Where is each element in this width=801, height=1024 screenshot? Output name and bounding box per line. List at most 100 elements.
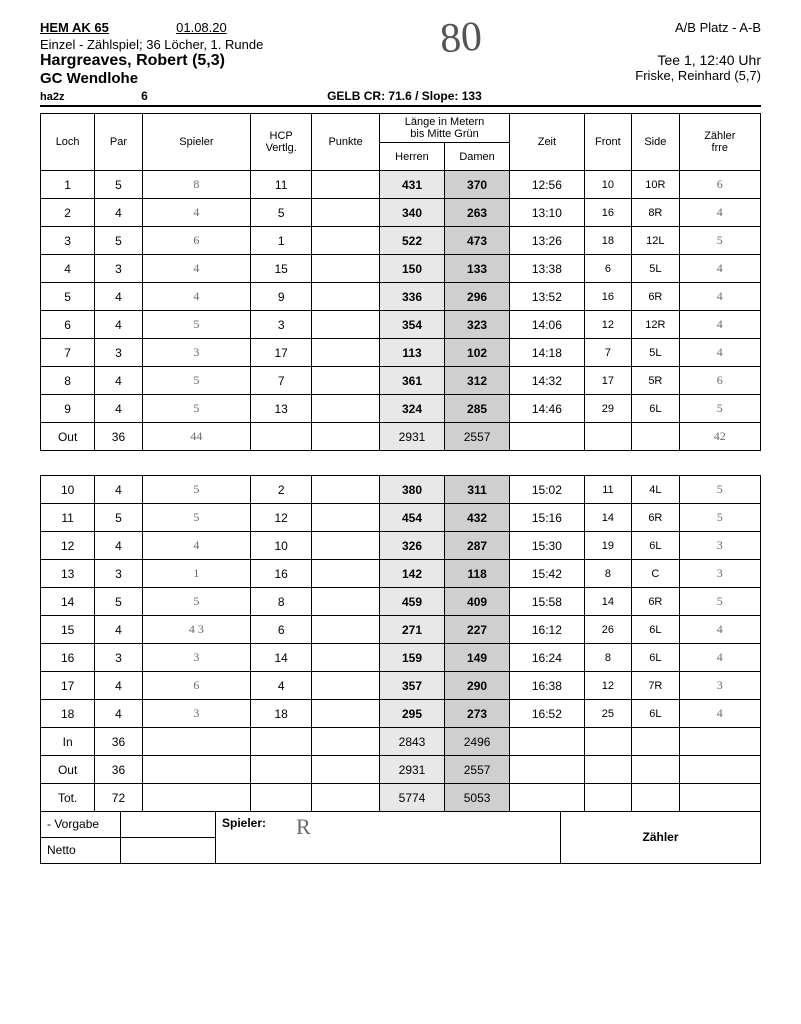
cell-loch: 18 xyxy=(41,700,95,728)
cell-spieler: 4 3 xyxy=(142,616,250,644)
cell-front: 12 xyxy=(584,672,631,700)
cell-punkte xyxy=(312,395,380,423)
cell-punkte xyxy=(312,367,380,395)
cell-damen: 409 xyxy=(445,588,510,616)
summary-spieler xyxy=(142,756,250,784)
cell-par: 3 xyxy=(95,255,142,283)
cell-damen: 263 xyxy=(445,199,510,227)
cell-par: 4 xyxy=(95,283,142,311)
cell-punkte xyxy=(312,339,380,367)
cell-spieler: 5 xyxy=(142,395,250,423)
cell-zahler: 3 xyxy=(679,672,760,700)
summary-herren: 2931 xyxy=(379,423,444,451)
cell-damen: 118 xyxy=(445,560,510,588)
club-name: GC Wendlohe xyxy=(40,70,561,87)
cell-zahler: 3 xyxy=(679,532,760,560)
table-row: 17 4 6 4 357 290 16:38 12 7R 3 xyxy=(41,672,761,700)
cell-zahler: 4 xyxy=(679,255,760,283)
cell-par: 5 xyxy=(95,227,142,255)
cell-side: 10R xyxy=(632,171,679,199)
cell-zeit: 15:16 xyxy=(510,504,585,532)
tee-time: Tee 1, 12:40 Uhr xyxy=(561,52,761,68)
table-row: 11 5 5 12 454 432 15:16 14 6R 5 xyxy=(41,504,761,532)
cell-spieler: 3 xyxy=(142,700,250,728)
vorgabe-label: - Vorgabe xyxy=(41,811,121,837)
cell-hcp: 10 xyxy=(251,532,312,560)
cell-front: 17 xyxy=(584,367,631,395)
cell-hcp: 4 xyxy=(251,672,312,700)
cell-spieler: 3 xyxy=(142,644,250,672)
cell-hcp: 7 xyxy=(251,367,312,395)
cell-hcp: 14 xyxy=(251,644,312,672)
cell-par: 4 xyxy=(95,616,142,644)
cell-punkte xyxy=(312,616,380,644)
marker-name: Friske, Reinhard (5,7) xyxy=(561,68,761,83)
cell-zeit: 12:56 xyxy=(510,171,585,199)
summary-spieler xyxy=(142,784,250,812)
course-label: A/B Platz - A-B xyxy=(675,20,761,35)
cell-front: 8 xyxy=(584,560,631,588)
cell-herren: 380 xyxy=(379,476,444,504)
cell-herren: 113 xyxy=(379,339,444,367)
cell-front: 19 xyxy=(584,532,631,560)
cell-spieler: 6 xyxy=(142,227,250,255)
cell-punkte xyxy=(312,532,380,560)
cell-front: 26 xyxy=(584,616,631,644)
code: ha2z xyxy=(40,91,64,103)
cell-par: 5 xyxy=(95,588,142,616)
summary-row: Tot. 72 5774 5053 xyxy=(41,784,761,812)
cell-loch: 13 xyxy=(41,560,95,588)
summary-par: 72 xyxy=(95,784,142,812)
cell-side: 5L xyxy=(632,339,679,367)
cell-front: 7 xyxy=(584,339,631,367)
cell-loch: 10 xyxy=(41,476,95,504)
cell-punkte xyxy=(312,504,380,532)
table-row: 8 4 5 7 361 312 14:32 17 5R 6 xyxy=(41,367,761,395)
table-row: 7 3 3 17 113 102 14:18 7 5L 4 xyxy=(41,339,761,367)
rating: GELB CR: 71.6 / Slope: 133 xyxy=(327,89,482,103)
table-row: 5 4 4 9 336 296 13:52 16 6R 4 xyxy=(41,283,761,311)
cell-par: 4 xyxy=(95,672,142,700)
cell-herren: 326 xyxy=(379,532,444,560)
cell-spieler: 5 xyxy=(142,367,250,395)
cell-par: 5 xyxy=(95,171,142,199)
cell-herren: 150 xyxy=(379,255,444,283)
cell-loch: 15 xyxy=(41,616,95,644)
cell-zahler: 6 xyxy=(679,171,760,199)
netto-label: Netto xyxy=(41,837,121,863)
cell-spieler: 5 xyxy=(142,588,250,616)
table-row: 14 5 5 8 459 409 15:58 14 6R 5 xyxy=(41,588,761,616)
signature: R xyxy=(296,814,311,840)
cell-herren: 142 xyxy=(379,560,444,588)
spieler-sig-label: Spieler: xyxy=(222,816,266,830)
cell-damen: 133 xyxy=(445,255,510,283)
cell-zeit: 14:06 xyxy=(510,311,585,339)
cell-punkte xyxy=(312,560,380,588)
cell-loch: 17 xyxy=(41,672,95,700)
cell-spieler: 4 xyxy=(142,283,250,311)
summary-spieler: 44 xyxy=(142,423,250,451)
cell-loch: 6 xyxy=(41,311,95,339)
cell-herren: 340 xyxy=(379,199,444,227)
cell-front: 14 xyxy=(584,504,631,532)
cell-zeit: 16:52 xyxy=(510,700,585,728)
col-loch: Loch xyxy=(41,114,95,171)
cell-loch: 16 xyxy=(41,644,95,672)
col-side: Side xyxy=(632,114,679,171)
cell-zahler: 3 xyxy=(679,560,760,588)
table-row: 2 4 4 5 340 263 13:10 16 8R 4 xyxy=(41,199,761,227)
cell-zeit: 13:38 xyxy=(510,255,585,283)
summary-zahler xyxy=(679,728,760,756)
summary-par: 36 xyxy=(95,423,142,451)
cell-damen: 285 xyxy=(445,395,510,423)
summary-label: Out xyxy=(41,756,95,784)
col-front: Front xyxy=(584,114,631,171)
cell-punkte xyxy=(312,227,380,255)
cell-par: 3 xyxy=(95,644,142,672)
cell-damen: 149 xyxy=(445,644,510,672)
cell-spieler: 4 xyxy=(142,532,250,560)
summary-zahler xyxy=(679,784,760,812)
cell-punkte xyxy=(312,171,380,199)
cell-hcp: 13 xyxy=(251,395,312,423)
cell-hcp: 17 xyxy=(251,339,312,367)
